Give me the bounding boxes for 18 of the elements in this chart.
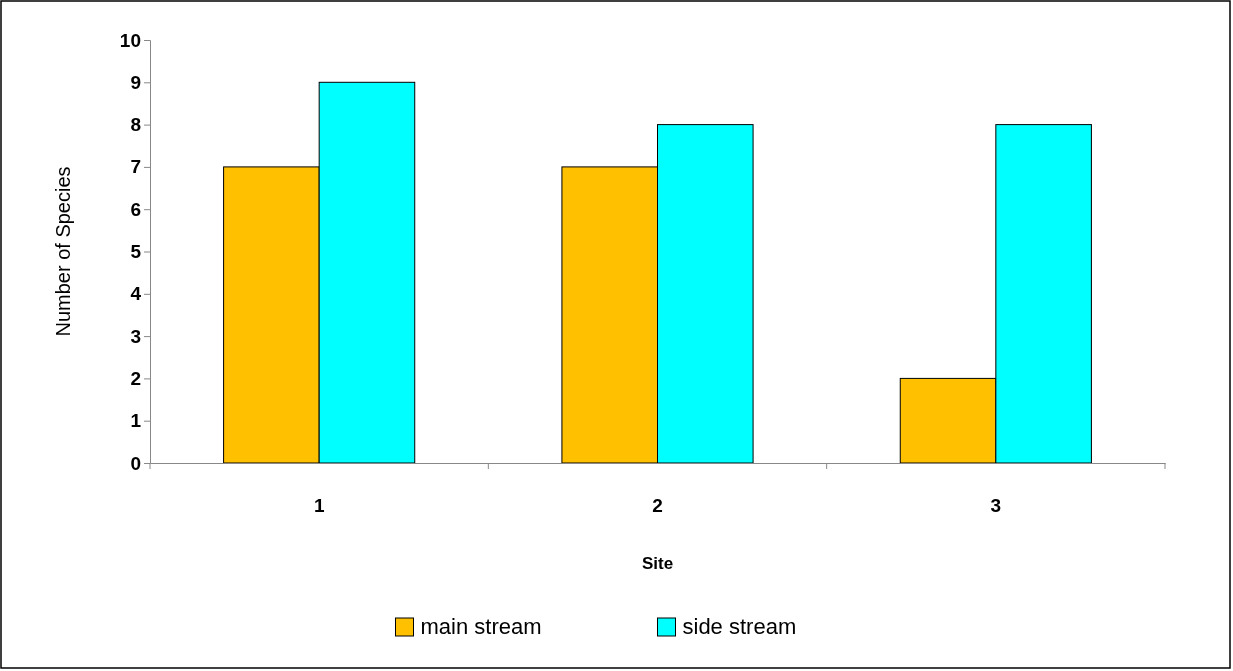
x-axis-title: Site <box>641 554 674 573</box>
legend-label: main stream <box>420 614 542 639</box>
y-tick-label: 3 <box>130 325 141 347</box>
y-tick-label: 2 <box>130 367 141 389</box>
x-tick-label: 3 <box>990 495 1002 517</box>
y-tick-label: 6 <box>130 198 141 220</box>
x-tick-label: 1 <box>313 495 325 517</box>
y-tick-label: 0 <box>130 452 141 474</box>
y-tick-label: 8 <box>130 114 141 136</box>
y-tick-label: 7 <box>130 156 141 178</box>
y-axis-title: Number of Species <box>52 166 74 337</box>
y-tick-label: 5 <box>130 241 142 263</box>
y-tick-label: 4 <box>130 283 142 305</box>
legend-label: side stream <box>682 614 797 639</box>
y-tick-label: 1 <box>130 410 142 432</box>
y-tick-label: 9 <box>130 71 141 93</box>
x-tick-label: 2 <box>652 495 663 517</box>
y-tick-label: 10 <box>119 29 141 51</box>
